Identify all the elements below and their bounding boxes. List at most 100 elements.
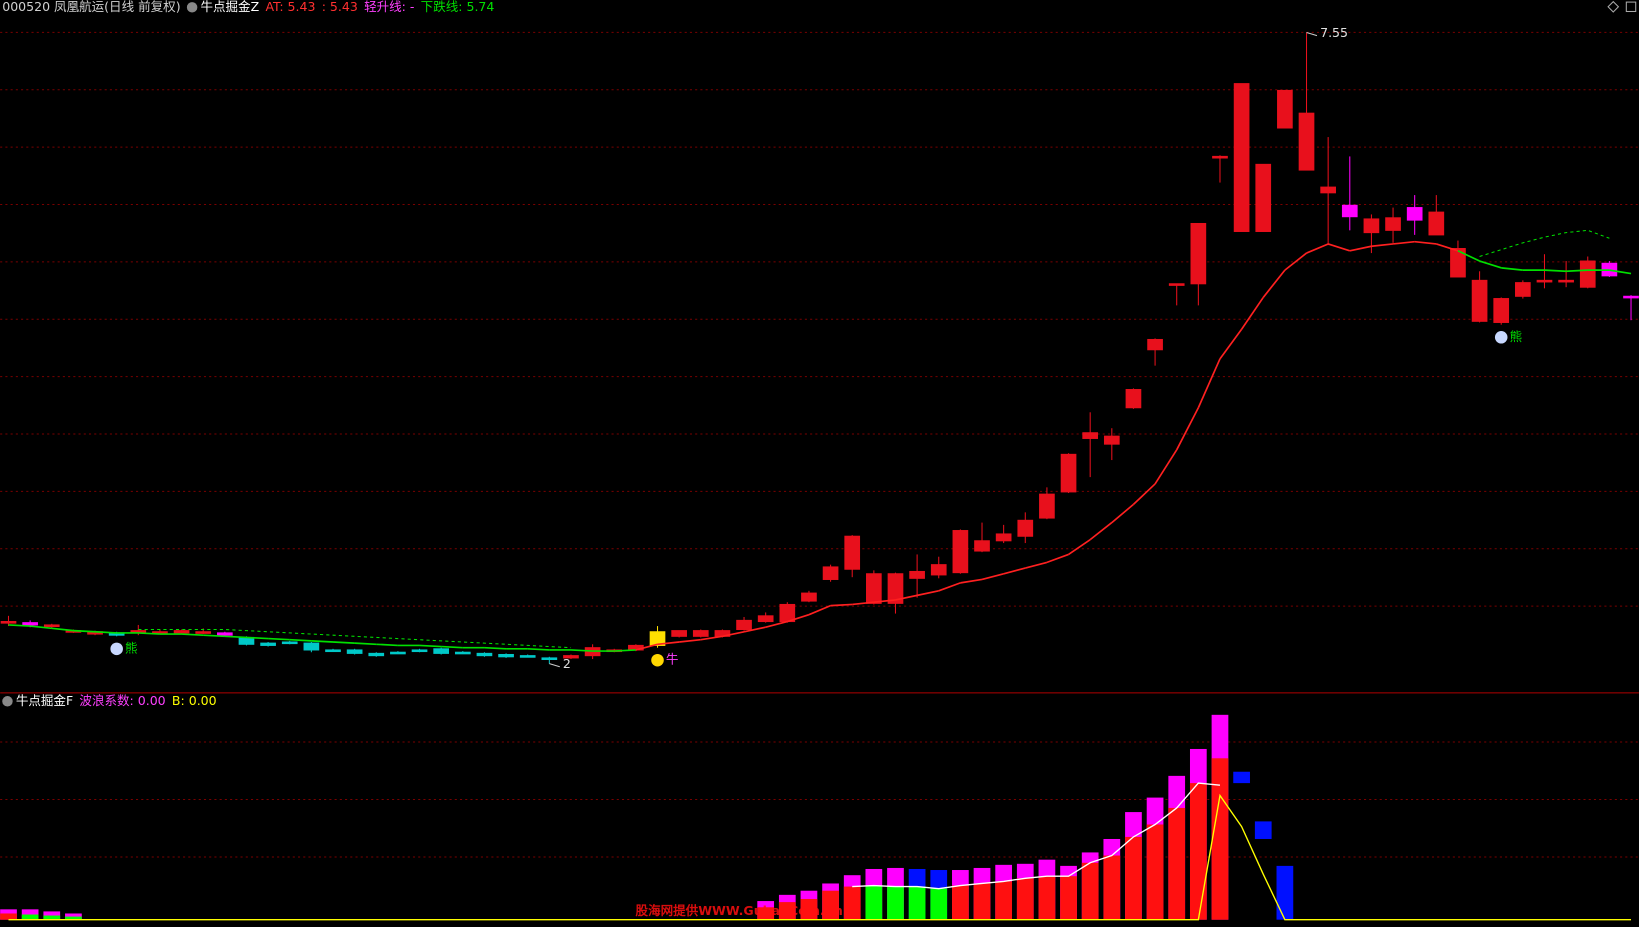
indicator-toggle[interactable] — [186, 2, 198, 13]
trend-line — [203, 634, 225, 638]
bar — [21, 914, 39, 920]
trend-line — [1025, 561, 1048, 569]
candle-body — [930, 564, 947, 576]
trend-line — [1479, 260, 1502, 269]
trend-line — [787, 613, 810, 623]
trend-line — [938, 582, 961, 592]
candle-body — [1493, 298, 1510, 323]
window-icon[interactable] — [1625, 1, 1637, 13]
trend-line — [138, 632, 160, 635]
candle-body — [757, 615, 774, 623]
trend-line — [332, 641, 355, 644]
bar — [43, 915, 61, 920]
trend-line — [1197, 358, 1221, 409]
trend-line — [289, 638, 312, 642]
trend-line — [73, 629, 96, 633]
candle-body — [1450, 248, 1466, 278]
price-label: 2 — [563, 656, 571, 671]
bar — [865, 885, 883, 920]
trend-line — [1544, 269, 1567, 273]
bar — [1038, 876, 1056, 920]
candle-body — [217, 632, 233, 636]
trend-line — [1436, 243, 1459, 252]
bar — [908, 886, 926, 920]
trend-line — [94, 630, 117, 634]
candle-body — [1536, 279, 1553, 283]
candle-body — [173, 630, 190, 634]
trend-line — [181, 633, 204, 637]
trend-line — [1392, 240, 1415, 245]
trend-line — [960, 578, 983, 584]
trend-line — [1501, 267, 1523, 271]
bar — [65, 916, 82, 920]
candle-body — [649, 631, 666, 646]
bar — [1125, 836, 1142, 920]
signal-icon — [110, 642, 123, 656]
candle-body — [692, 630, 709, 637]
candle-body — [563, 655, 579, 659]
bar — [995, 881, 1013, 920]
candle-body — [995, 533, 1012, 542]
bar — [778, 902, 796, 920]
trend-line — [1262, 269, 1286, 298]
candle-body — [671, 630, 687, 637]
trend-line — [657, 641, 680, 646]
bar — [800, 898, 818, 920]
candle-body — [779, 603, 796, 623]
candle-body — [0, 621, 17, 624]
bar — [757, 907, 775, 920]
trend-line — [1089, 521, 1113, 541]
trend-line — [1306, 243, 1329, 254]
price-marker — [1306, 31, 1318, 37]
trend-line — [1240, 296, 1264, 330]
candle-body — [1233, 83, 1250, 232]
candle-body — [1428, 211, 1445, 236]
indicator-line — [8, 793, 1632, 921]
candle-body — [1277, 89, 1293, 129]
trend-line — [30, 625, 52, 630]
candle-body — [390, 651, 406, 655]
indicator-toggle[interactable] — [2, 696, 13, 707]
indicator-line — [852, 782, 1221, 890]
candle-body — [1515, 282, 1531, 297]
trend-line — [1414, 240, 1437, 245]
candle-body — [1017, 519, 1034, 537]
trend-line — [484, 646, 507, 650]
trend-line — [614, 649, 636, 652]
trend-line — [1154, 449, 1178, 485]
trend-line — [1609, 269, 1632, 275]
candle-body — [1060, 453, 1077, 493]
candle-body — [325, 649, 341, 653]
price-marker — [549, 663, 560, 668]
bar — [0, 913, 17, 920]
dashed-line — [138, 628, 572, 649]
trend-line — [700, 635, 723, 641]
candle-body — [1190, 222, 1207, 285]
candle-body — [43, 624, 60, 628]
bar — [843, 886, 861, 920]
trend-line — [354, 642, 377, 646]
candle-body — [1623, 295, 1639, 299]
bar — [887, 886, 904, 920]
price-label: 7.55 — [1320, 25, 1348, 40]
candle-body — [346, 649, 363, 654]
candle-body — [1320, 186, 1336, 194]
trend-line — [722, 630, 745, 638]
candle-body — [411, 649, 428, 653]
candle-body — [433, 648, 450, 654]
trend-line — [1046, 553, 1069, 564]
signal-label: 熊 — [125, 640, 138, 655]
bar — [930, 888, 948, 920]
trend-line — [1068, 538, 1091, 556]
trend-line — [981, 572, 1004, 581]
bar — [1189, 783, 1207, 920]
trend-line — [441, 645, 463, 649]
trend-line — [1566, 269, 1588, 273]
layout-icon[interactable] — [1607, 0, 1620, 13]
candle-body — [22, 622, 38, 626]
bar — [1146, 824, 1164, 920]
trend-line — [268, 637, 290, 641]
legend-entry: 轻升线: - — [364, 0, 414, 14]
bar — [1254, 821, 1272, 839]
